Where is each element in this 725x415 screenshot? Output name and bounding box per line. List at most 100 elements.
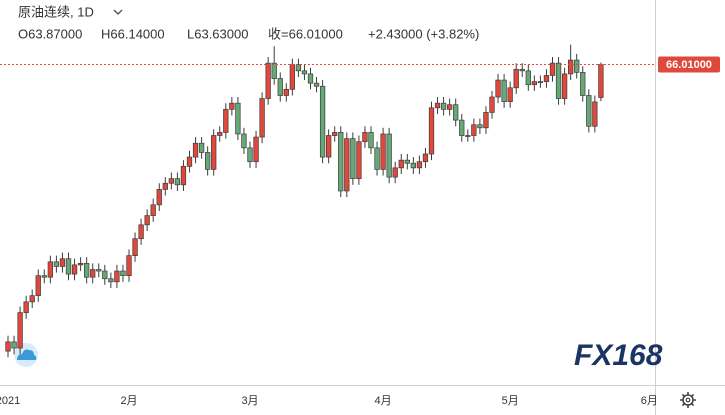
candle-body — [41, 275, 47, 278]
candle-body — [253, 136, 259, 163]
candle-body — [247, 147, 253, 163]
candle-body — [5, 341, 11, 352]
candle-body — [35, 275, 41, 297]
candle-body — [108, 278, 114, 283]
candle-body — [332, 132, 338, 136]
candle-body — [555, 62, 562, 99]
candle-body — [217, 132, 223, 136]
candle-body — [307, 73, 314, 84]
candle-body — [180, 165, 187, 186]
candle-body — [567, 59, 574, 75]
candle-body — [574, 59, 580, 73]
symbol-title[interactable]: 原油连续, 1D — [18, 4, 94, 19]
dropdown-chevron[interactable] — [113, 9, 123, 15]
candle-body — [507, 87, 513, 102]
candle-body — [198, 142, 205, 153]
candle-body — [549, 62, 556, 76]
candle-body — [102, 270, 108, 280]
candle-body — [374, 147, 380, 170]
candle-body — [90, 269, 96, 278]
candle-body — [465, 135, 471, 137]
candle-body — [434, 102, 441, 109]
candle-body — [598, 64, 604, 98]
candle-body — [59, 258, 66, 267]
candle-body — [265, 62, 271, 99]
candle-body — [477, 124, 483, 129]
candles — [5, 44, 604, 358]
candle-body — [23, 301, 29, 313]
candle-body — [537, 81, 544, 83]
candle-body — [483, 112, 489, 129]
candle-body — [592, 101, 598, 127]
candle-body — [47, 261, 53, 278]
candle-body — [271, 62, 277, 79]
candle-body — [144, 215, 150, 226]
watermark-logo: FX168 — [574, 339, 663, 372]
candle-body — [501, 79, 507, 102]
candle-body — [186, 156, 193, 167]
candle-body — [525, 70, 531, 86]
candle-body — [168, 178, 175, 184]
candle-body — [489, 96, 495, 113]
candle-body — [561, 73, 568, 99]
x-tick-label: 3月 — [241, 395, 258, 407]
candle-body — [447, 104, 453, 110]
candle-body — [440, 102, 447, 110]
candle-body — [162, 182, 168, 190]
settings-gear[interactable] — [680, 392, 696, 408]
candle-body — [96, 269, 102, 272]
candle-body — [362, 132, 368, 143]
candle-body — [350, 138, 356, 179]
candle-body — [404, 159, 410, 164]
candle-body — [150, 204, 156, 216]
candle-body — [386, 133, 392, 178]
x-tick-label: 6月 — [641, 395, 658, 407]
last-price-label: 66.01000 — [666, 59, 712, 71]
candle-body — [422, 153, 429, 163]
candle-body — [120, 270, 126, 277]
candle-body — [398, 159, 404, 169]
candle-body — [580, 72, 586, 96]
candle-body — [513, 68, 519, 89]
candle-body — [338, 132, 344, 192]
candle-body — [428, 107, 435, 155]
candle-body — [132, 238, 138, 256]
candle-body — [223, 108, 229, 133]
candle-body — [83, 262, 90, 278]
candle-body — [368, 132, 374, 149]
candle-body — [543, 75, 550, 82]
candle-body — [313, 82, 320, 87]
candle-body — [53, 261, 60, 267]
candle-body — [356, 141, 362, 179]
candle-body — [586, 95, 592, 127]
candle-body — [289, 64, 295, 90]
x-tick-label: 2月 — [120, 395, 137, 407]
ohlc-open: O63.87000 — [18, 26, 82, 41]
candle-body — [192, 142, 199, 158]
candle-body — [295, 64, 302, 72]
candle-body — [77, 262, 84, 266]
candle-body — [301, 70, 308, 75]
candle-body — [459, 119, 465, 136]
candle-body — [453, 104, 459, 121]
candle-body — [319, 85, 326, 158]
candle-body — [65, 258, 72, 275]
ohlc-close: 收=66.01000 — [268, 26, 343, 41]
candle-body — [471, 124, 477, 136]
candle-body — [229, 102, 235, 110]
ohlc-change: +2.43000 (+3.82%) — [368, 26, 479, 41]
candle-body — [277, 78, 283, 96]
candle-body — [519, 68, 525, 72]
candle-body — [11, 341, 17, 349]
candle-body — [531, 81, 537, 86]
candle-body — [259, 98, 265, 138]
candle-body — [29, 295, 35, 303]
candle-body — [205, 152, 211, 170]
x-tick-label: 5月 — [502, 395, 519, 407]
x-tick-label: 2021 — [0, 395, 20, 407]
candle-body — [326, 135, 332, 158]
candle-body — [71, 264, 78, 275]
ohlc-high: H66.14000 — [101, 26, 165, 41]
